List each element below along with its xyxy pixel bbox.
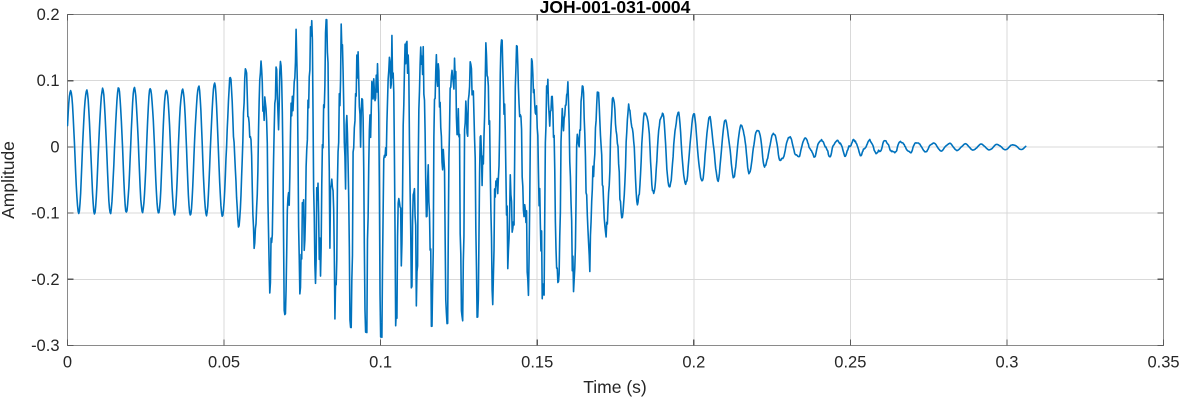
y-axis-label: Amplitude (0, 141, 18, 219)
y-tick-labels: 0.2 0.1 0 -0.1 -0.2 -0.3 (31, 6, 59, 355)
y-tick-label: 0.1 (37, 72, 60, 90)
x-tick-label: 0.05 (208, 354, 240, 372)
y-tick-label: -0.2 (31, 271, 59, 289)
tick-marks (66, 13, 1165, 347)
x-tick-label: 0.2 (682, 354, 705, 372)
x-tick-label: 0 (63, 354, 72, 372)
x-axis-label: Time (s) (583, 377, 647, 397)
y-tick-label: -0.1 (31, 205, 59, 223)
x-tick-label: 0.35 (1147, 354, 1179, 372)
y-tick-label: -0.3 (31, 337, 59, 355)
chart-title: JOH-001-031-0004 (540, 0, 691, 17)
x-tick-label: 0.3 (995, 354, 1018, 372)
x-tick-label: 0.25 (834, 354, 866, 372)
y-tick-label: 0 (50, 138, 59, 156)
grid-lines (67, 14, 1164, 346)
axes-box (66, 13, 1165, 347)
waveform-line (67, 18, 1027, 339)
y-tick-label: 0.2 (37, 6, 60, 24)
x-tick-label: 0.15 (521, 354, 553, 372)
x-tick-label: 0.1 (369, 354, 392, 372)
x-tick-labels: 0 0.05 0.1 0.15 0.2 0.25 0.3 0.35 (63, 354, 1180, 372)
